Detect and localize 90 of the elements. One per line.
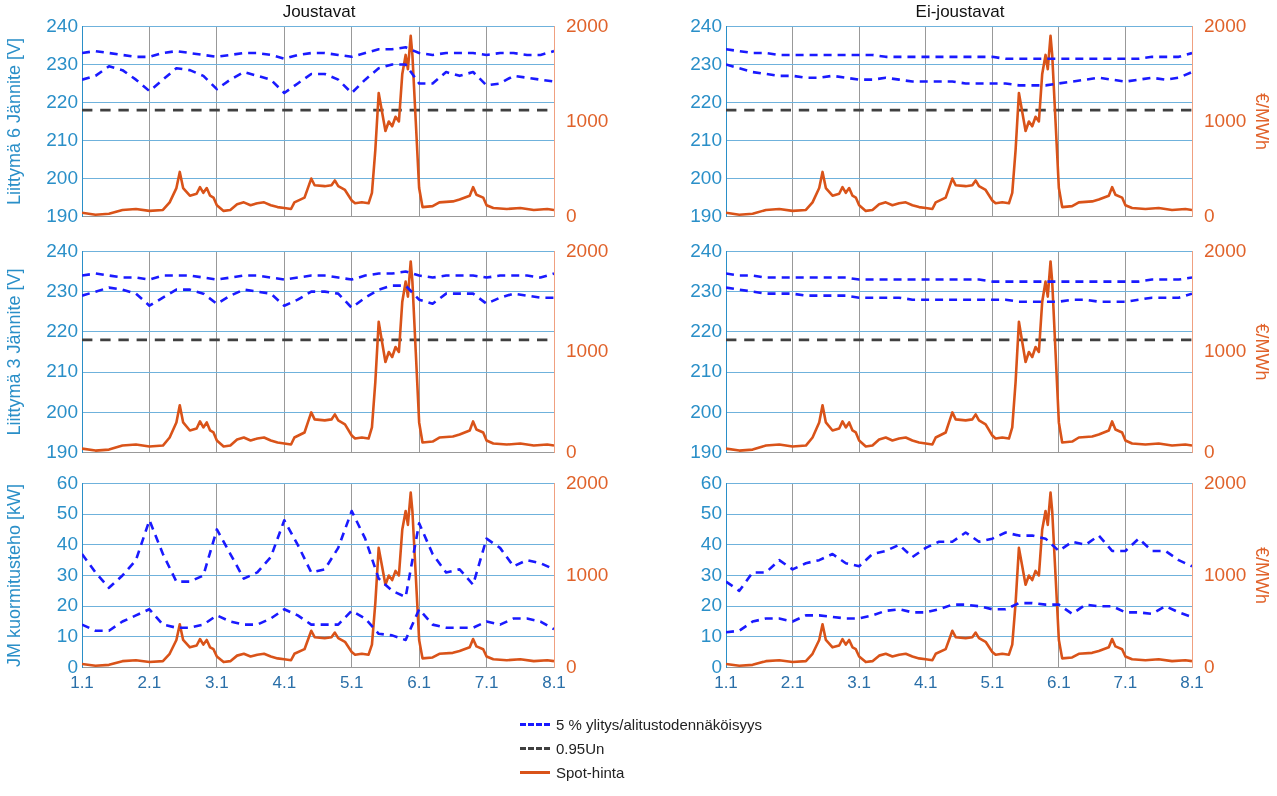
y-tick-label: 50	[700, 502, 722, 524]
x-tick-label: 3.1	[205, 673, 229, 693]
y2-tick-label: 0	[1204, 655, 1215, 677]
line-series	[82, 607, 554, 642]
y-tick-label: 50	[56, 502, 78, 524]
x-tick-label: 2.1	[137, 673, 162, 693]
y-axis-title: Liittymä 3 Jännite [V]	[3, 268, 24, 436]
line-series	[82, 63, 554, 95]
y-tick-label: 220	[690, 320, 722, 342]
x-tick-label: 4.1	[913, 673, 938, 693]
y-tick-label: 210	[46, 128, 78, 150]
y2-axis-title: €/MWh	[1252, 92, 1273, 151]
legend-label: 5 % ylitys/alitustodennäköisyys	[556, 715, 762, 733]
legend-label: Spot-hinta	[556, 763, 625, 781]
x-tick-label: 4.1	[272, 673, 297, 693]
line-series	[726, 531, 1192, 593]
y2-tick-label: 0	[566, 204, 577, 226]
y-tick-label: 10	[700, 625, 722, 647]
x-tick-label: 5.1	[339, 673, 364, 693]
y2-tick-label: 1000	[1204, 109, 1247, 131]
legend-label: 0.95Un	[556, 739, 605, 757]
y2-tick-label: 0	[566, 440, 577, 462]
line-series	[726, 47, 1192, 61]
line-series	[82, 284, 554, 310]
x-tick-label: 7.1	[474, 673, 499, 693]
y2-tick-label: 1000	[566, 563, 609, 585]
x-tick-label: 2.1	[780, 673, 805, 693]
y-tick-label: 10	[56, 625, 78, 647]
y2-tick-label: 2000	[1204, 471, 1247, 493]
y2-axis-title: €/MWh	[1252, 323, 1273, 381]
y-tick-label: 240	[690, 14, 722, 36]
y-tick-label: 230	[46, 52, 78, 74]
y2-tick-label: 2000	[566, 471, 609, 493]
y-tick-label: 200	[690, 400, 722, 422]
y-tick-label: 190	[690, 204, 722, 226]
line-series	[726, 601, 1192, 634]
y2-tick-label: 1000	[1204, 340, 1247, 362]
y-tick-label: 20	[56, 594, 78, 616]
x-tick-label: 8.1	[1180, 673, 1204, 693]
x-tick-label: 6.1	[1047, 673, 1071, 693]
line-series	[726, 63, 1192, 87]
y-tick-label: 230	[690, 279, 722, 301]
y-tick-label: 30	[56, 563, 78, 585]
y-axis-title: Liittymä 6 Jännite [V]	[3, 37, 24, 206]
y-tick-label: 190	[46, 440, 78, 462]
y-tick-label: 60	[56, 471, 78, 493]
y-tick-label: 210	[690, 128, 722, 150]
y2-tick-label: 2000	[1204, 239, 1247, 261]
y2-tick-label: 1000	[566, 109, 609, 131]
y2-tick-label: 0	[1204, 204, 1215, 226]
y-tick-label: 240	[46, 239, 78, 261]
x-tick-label: 5.1	[980, 673, 1005, 693]
line-series	[726, 286, 1192, 303]
x-tick-label: 3.1	[847, 673, 871, 693]
y-tick-label: 220	[690, 90, 722, 112]
x-tick-label: 7.1	[1113, 673, 1138, 693]
chart-title: Ei-joustavat	[915, 1, 1005, 21]
y-tick-label: 30	[700, 563, 722, 585]
y-tick-label: 240	[690, 239, 722, 261]
y-tick-label: 40	[56, 533, 78, 555]
y-tick-label: 190	[690, 440, 722, 462]
y-tick-label: 190	[46, 204, 78, 226]
y-axis-title: JM kuormitusteho [kW]	[3, 483, 24, 668]
y2-tick-label: 2000	[1204, 14, 1247, 36]
chart-title: Joustavat	[282, 1, 356, 21]
line-series	[82, 46, 554, 61]
y-tick-label: 60	[700, 471, 722, 493]
y-tick-label: 240	[46, 14, 78, 36]
y2-tick-label: 1000	[1204, 563, 1247, 585]
y-tick-label: 230	[690, 52, 722, 74]
line-series	[726, 272, 1192, 283]
y-tick-label: 230	[46, 279, 78, 301]
y-tick-label: 220	[46, 320, 78, 342]
y2-tick-label: 2000	[566, 14, 609, 36]
y-tick-label: 200	[46, 400, 78, 422]
x-tick-label: 6.1	[407, 673, 431, 693]
line-series	[82, 270, 554, 281]
x-tick-label: 8.1	[542, 673, 566, 693]
y-tick-label: 200	[46, 166, 78, 188]
y-tick-label: 220	[46, 90, 78, 112]
y-tick-label: 200	[690, 166, 722, 188]
y2-tick-label: 0	[1204, 440, 1215, 462]
y2-axis-title: €/MWh	[1252, 546, 1273, 605]
y2-tick-label: 1000	[566, 340, 609, 362]
y-tick-label: 20	[700, 594, 722, 616]
y2-tick-label: 0	[566, 655, 577, 677]
y-tick-label: 40	[700, 533, 722, 555]
y-tick-label: 210	[46, 360, 78, 382]
y2-tick-label: 2000	[566, 239, 609, 261]
y-tick-label: 210	[690, 360, 722, 382]
